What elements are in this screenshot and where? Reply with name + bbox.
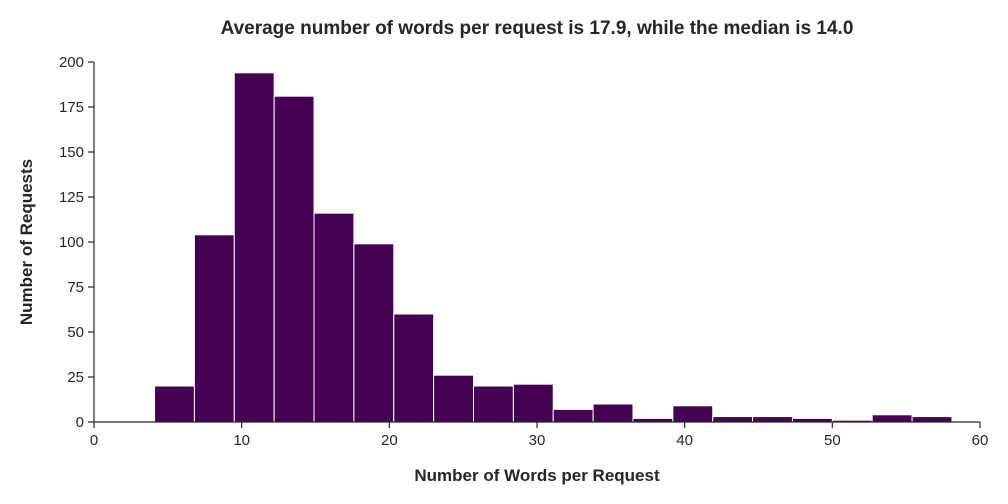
histogram-bar xyxy=(911,416,953,423)
x-tick-label: 10 xyxy=(233,432,250,449)
x-tick-label: 60 xyxy=(972,432,989,449)
histogram-bar xyxy=(752,416,793,423)
histogram-bar xyxy=(473,385,514,423)
bars-group xyxy=(154,72,953,423)
histogram-bar xyxy=(672,405,714,423)
y-tick-label: 50 xyxy=(67,324,84,341)
y-axis-label: Number of Requests xyxy=(17,159,36,325)
histogram-bar xyxy=(592,403,634,423)
x-tick-label: 40 xyxy=(676,432,693,449)
histogram-bar xyxy=(273,95,315,423)
y-tick-label: 200 xyxy=(59,54,84,71)
histogram-bar xyxy=(712,416,754,423)
y-tick-label: 0 xyxy=(76,414,84,431)
histogram-bar xyxy=(871,414,913,423)
histogram-bar xyxy=(393,313,435,423)
y-tick-label: 75 xyxy=(67,279,84,296)
histogram-bar xyxy=(233,72,275,423)
y-ticks-group: 0 25 50 75 100 125 150 175 200 xyxy=(59,54,94,431)
x-ticks-group: 0 10 20 30 40 50 60 xyxy=(90,422,989,449)
x-tick-label: 20 xyxy=(381,432,398,449)
y-tick-label: 125 xyxy=(59,189,84,206)
y-tick-label: 100 xyxy=(59,234,84,251)
histogram-bar xyxy=(353,243,395,423)
histogram-bar xyxy=(154,385,195,423)
x-tick-label: 50 xyxy=(824,432,841,449)
x-tick-label: 0 xyxy=(90,432,98,449)
y-tick-label: 175 xyxy=(59,99,84,116)
x-axis-label: Number of Words per Request xyxy=(414,466,660,485)
histogram-bar xyxy=(193,234,235,423)
histogram-bar xyxy=(552,408,594,423)
y-tick-label: 25 xyxy=(67,369,84,386)
y-tick-label: 150 xyxy=(59,144,84,161)
histogram-bar xyxy=(313,212,355,423)
histogram-bar xyxy=(433,374,475,423)
histogram-bar xyxy=(512,383,554,423)
x-tick-label: 30 xyxy=(529,432,546,449)
chart-title: Average number of words per request is 1… xyxy=(221,18,854,39)
